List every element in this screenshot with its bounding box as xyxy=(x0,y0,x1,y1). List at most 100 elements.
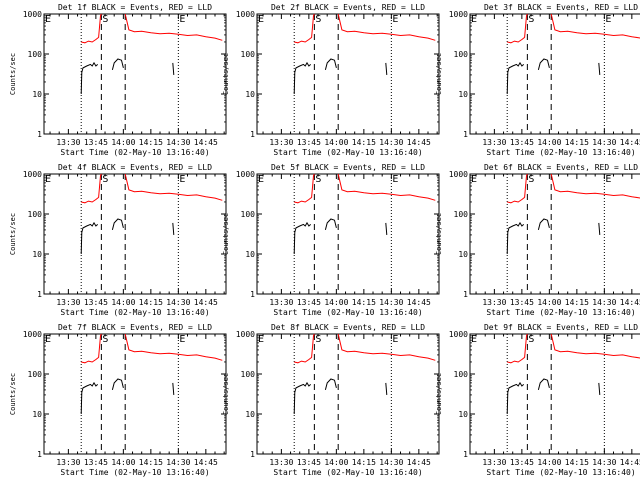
marker-label: S xyxy=(528,334,534,345)
marker-label: E xyxy=(392,334,398,345)
events-series-line xyxy=(172,382,175,395)
events-series-line xyxy=(293,221,312,255)
plot-frame xyxy=(469,333,640,455)
y-tick-label: 100 xyxy=(28,370,43,379)
x-tick-label: 14:30 xyxy=(166,458,190,467)
x-tick-label: 14:45 xyxy=(620,298,640,307)
x-tick-label: 14:15 xyxy=(565,298,589,307)
marker-label: E xyxy=(471,174,477,185)
lld-series-line xyxy=(507,13,528,44)
x-tick-label: 13:45 xyxy=(510,458,534,467)
x-axis-label: Start Time (02-May-10 13:16:40) xyxy=(60,468,209,477)
x-tick-label: 13:30 xyxy=(482,458,506,467)
panel-title: Det 9f BLACK = Events, RED = LLD xyxy=(484,323,638,332)
detector-panel: Det 2f BLACK = Events, RED = LLD E S E 1 10 10… xyxy=(222,3,440,157)
x-tick-label: 14:45 xyxy=(407,138,431,147)
panel-title: Det 1f BLACK = Events, RED = LLD xyxy=(58,3,212,12)
plot-frame xyxy=(43,333,227,455)
x-tick-label: 14:30 xyxy=(166,298,190,307)
marker-label: E xyxy=(179,174,185,185)
events-series-line xyxy=(111,218,124,231)
events-series-line xyxy=(385,62,388,75)
y-tick-label: 100 xyxy=(28,210,43,219)
x-tick-label: 14:00 xyxy=(324,298,348,307)
x-tick-label: 14:15 xyxy=(139,298,163,307)
marker-label: E xyxy=(605,14,611,25)
marker-label: E xyxy=(179,334,185,345)
x-tick-label: 14:45 xyxy=(194,458,218,467)
lld-series-line xyxy=(124,333,223,361)
lld-series-line xyxy=(550,13,640,39)
marker-label: E xyxy=(258,334,264,345)
plot-frame xyxy=(256,173,440,295)
marker-label: S xyxy=(528,14,534,25)
marker-label: E xyxy=(45,174,51,185)
lld-series-line xyxy=(507,333,528,364)
x-tick-label: 14:00 xyxy=(111,138,135,147)
lld-series-line xyxy=(294,173,315,204)
plot-frame xyxy=(256,13,440,135)
events-series-line xyxy=(172,222,175,235)
events-series-line xyxy=(537,218,550,231)
x-tick-label: 14:00 xyxy=(537,458,561,467)
x-tick-label: 14:30 xyxy=(379,458,403,467)
x-tick-label: 14:30 xyxy=(592,138,616,147)
y-axis-label: Counts/sec xyxy=(222,213,230,255)
marker-label: S xyxy=(315,174,321,185)
panel-title: Det 4f BLACK = Events, RED = LLD xyxy=(58,163,212,172)
lld-series-line xyxy=(81,173,102,204)
y-tick-label: 1000 xyxy=(23,170,42,179)
y-axis-label: Counts/sec xyxy=(435,213,443,255)
marker-label: E xyxy=(258,14,264,25)
detector-panel: Det 5f BLACK = Events, RED = LLD E S E 1 10 10… xyxy=(222,163,440,317)
events-series-line xyxy=(111,58,124,71)
x-tick-label: 14:45 xyxy=(407,458,431,467)
events-series-line xyxy=(506,381,525,415)
events-series-line xyxy=(324,218,337,231)
y-tick-label: 10 xyxy=(32,250,42,259)
y-tick-label: 1 xyxy=(37,290,42,299)
x-tick-label: 14:30 xyxy=(166,138,190,147)
events-series-line xyxy=(80,61,99,95)
y-tick-label: 1 xyxy=(250,290,255,299)
x-tick-label: 14:00 xyxy=(324,138,348,147)
events-series-line xyxy=(506,61,525,95)
x-tick-label: 13:30 xyxy=(56,458,80,467)
y-tick-label: 10 xyxy=(245,250,255,259)
y-tick-label: 100 xyxy=(241,50,256,59)
x-tick-label: 14:15 xyxy=(139,138,163,147)
x-tick-label: 14:15 xyxy=(352,458,376,467)
x-tick-label: 13:45 xyxy=(84,298,108,307)
x-tick-label: 14:15 xyxy=(139,458,163,467)
lld-series-line xyxy=(337,173,436,201)
plot-frame xyxy=(256,333,440,455)
marker-label: E xyxy=(471,14,477,25)
y-axis-label: Counts/sec xyxy=(9,53,17,95)
events-series-line xyxy=(324,378,337,391)
marker-label: E xyxy=(392,174,398,185)
lld-series-line xyxy=(124,13,223,41)
events-series-line xyxy=(111,378,124,391)
x-tick-label: 13:45 xyxy=(84,458,108,467)
marker-label: S xyxy=(315,334,321,345)
lld-series-line xyxy=(294,13,315,44)
x-tick-label: 14:00 xyxy=(111,458,135,467)
y-tick-label: 1 xyxy=(37,450,42,459)
x-tick-label: 14:30 xyxy=(379,298,403,307)
marker-label: E xyxy=(45,334,51,345)
marker-label: E xyxy=(392,14,398,25)
lld-series-line xyxy=(337,13,436,41)
y-tick-label: 10 xyxy=(32,410,42,419)
x-axis-label: Start Time (02-May-10 13:16:40) xyxy=(486,308,635,317)
marker-label: E xyxy=(45,14,51,25)
y-tick-label: 10 xyxy=(458,90,468,99)
x-tick-label: 14:30 xyxy=(379,138,403,147)
x-tick-label: 13:30 xyxy=(56,298,80,307)
y-tick-label: 1000 xyxy=(23,330,42,339)
x-tick-label: 14:00 xyxy=(111,298,135,307)
y-tick-label: 1 xyxy=(463,450,468,459)
x-axis-label: Start Time (02-May-10 13:16:40) xyxy=(273,468,422,477)
marker-label: S xyxy=(102,334,108,345)
marker-label: S xyxy=(528,174,534,185)
y-tick-label: 1000 xyxy=(236,10,255,19)
